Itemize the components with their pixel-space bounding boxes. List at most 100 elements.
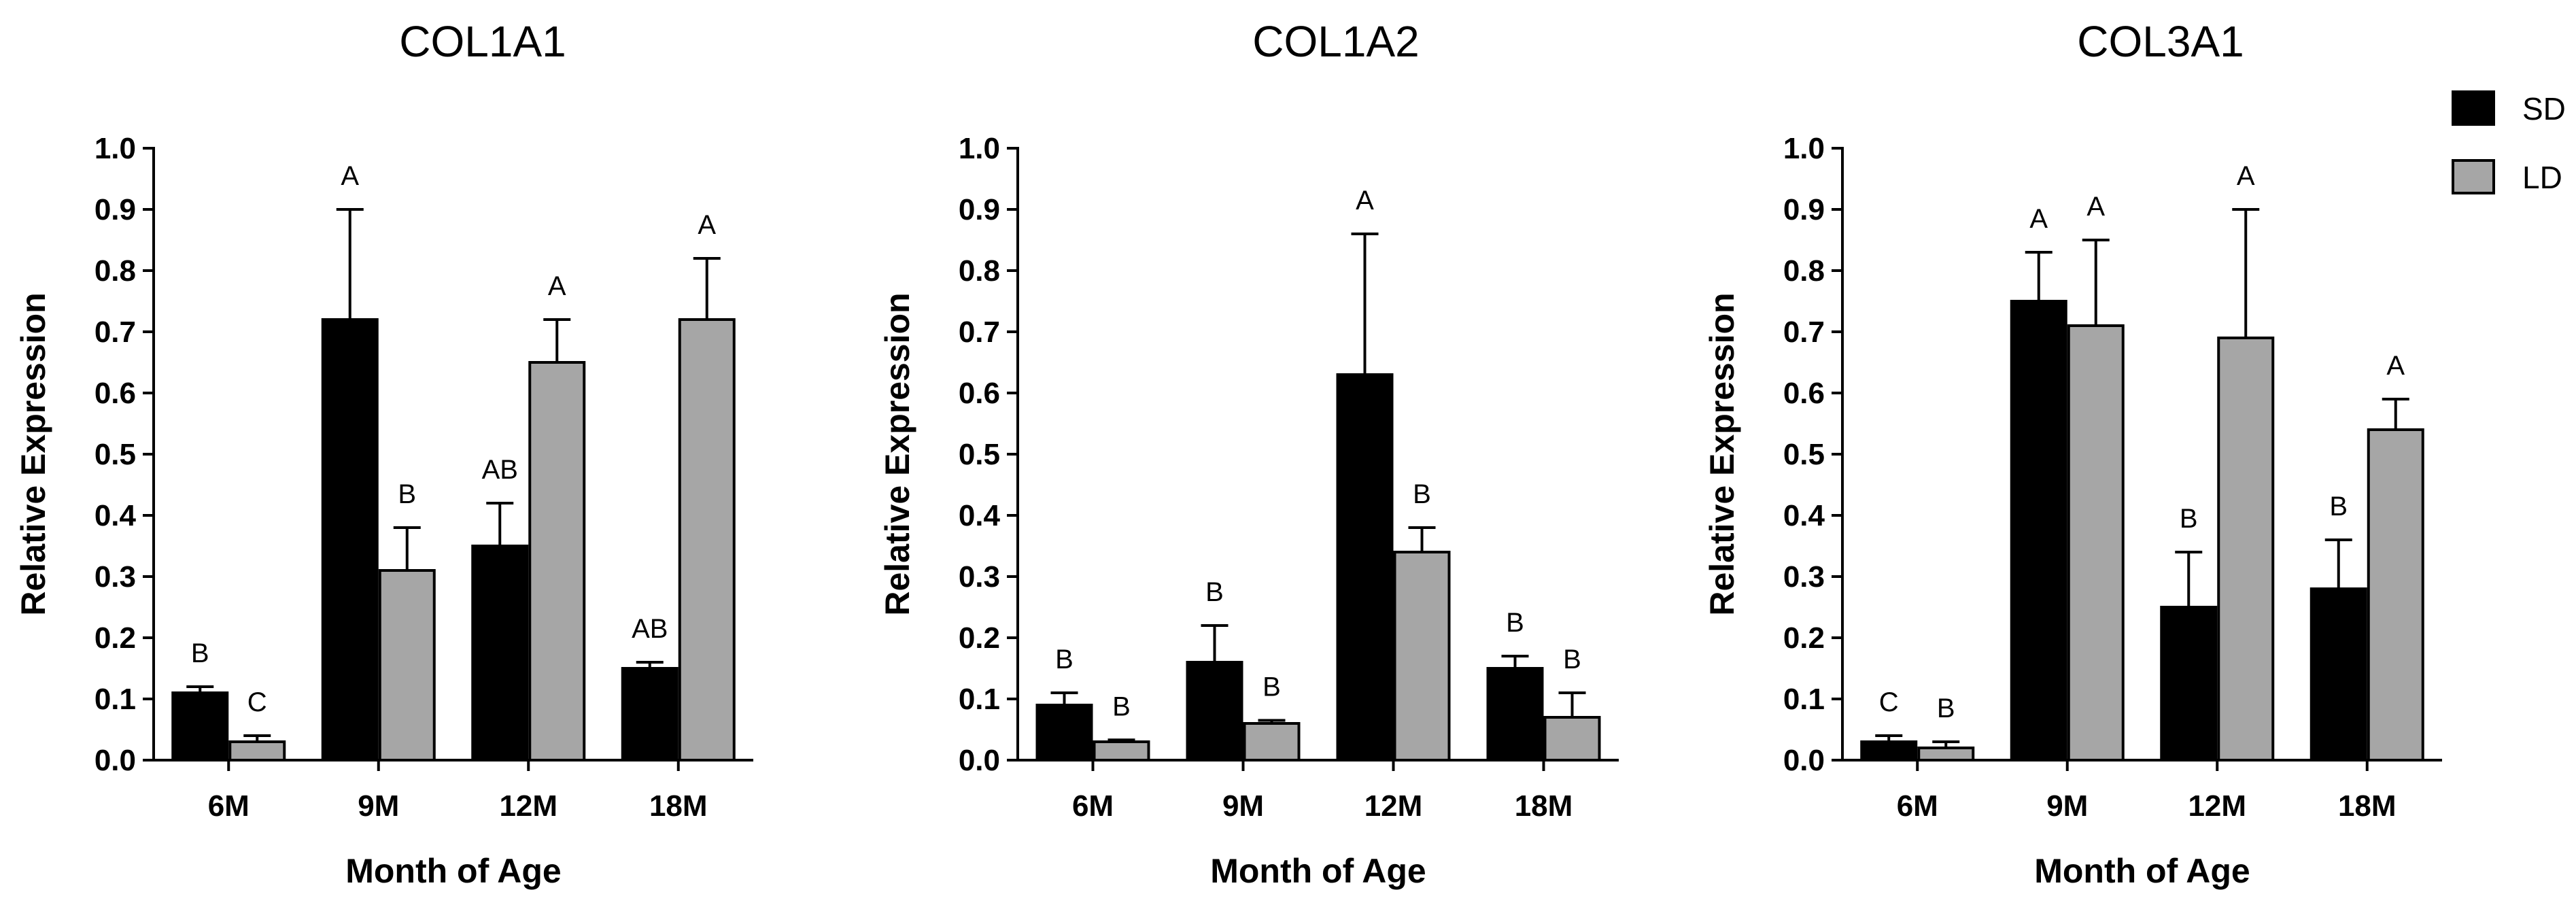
legend-swatch-sd: [2452, 90, 2495, 126]
bar-ld: [228, 740, 286, 761]
x-axis-title: Month of Age: [1210, 852, 1426, 890]
x-tick-label: 6M: [1072, 789, 1114, 823]
y-tick-label: 0.4: [1783, 499, 1825, 532]
y-axis-title: Relative Expression: [878, 292, 916, 615]
significance-label: B: [1563, 645, 1581, 674]
y-tick-label: 0.9: [1783, 193, 1825, 226]
significance-label: B: [2329, 492, 2348, 521]
legend-label-ld: LD: [2522, 160, 2562, 195]
chart-title: COL1A2: [1252, 17, 1419, 66]
y-tick-label: 0.1: [1783, 683, 1825, 716]
significance-label: AB: [632, 614, 668, 644]
significance-label: C: [1879, 687, 1899, 717]
bar-ld: [1917, 747, 1975, 761]
bar-sd: [1860, 740, 1918, 761]
y-axis-title: Relative Expression: [1703, 292, 1741, 615]
x-tick-label: 12M: [1364, 789, 1423, 823]
y-tick-label: 0.0: [959, 744, 1000, 777]
significance-label: B: [1506, 608, 1524, 638]
significance-label: B: [398, 479, 416, 509]
significance-label: B: [1055, 645, 1074, 674]
significance-label: A: [548, 271, 566, 301]
y-tick-label: 0.0: [95, 744, 136, 777]
significance-label: AB: [482, 455, 518, 485]
significance-label: A: [2086, 192, 2105, 222]
significance-label: B: [1112, 691, 1131, 721]
y-tick-label: 0.3: [959, 560, 1000, 594]
chart-title: COL3A1: [2077, 17, 2244, 66]
chart-panel: COL1A2 0.0 0.1 0.2 0.3 0.4 0.5 0.6 0.7 0.8 0.9 1.0 R…: [878, 17, 1619, 890]
y-tick-label: 0.6: [95, 377, 136, 410]
x-tick-label: 6M: [208, 789, 250, 823]
y-tick-label: 0.3: [1783, 560, 1825, 594]
bar-sd: [1336, 373, 1394, 761]
bar-ld: [528, 361, 586, 761]
legend-label-sd: SD: [2522, 91, 2566, 126]
bar-ld: [2367, 428, 2424, 761]
y-tick-label: 0.4: [95, 499, 137, 532]
y-tick-label: 0.8: [959, 254, 1000, 288]
y-tick-label: 0.0: [1783, 744, 1825, 777]
bar-ld: [1543, 716, 1601, 761]
y-tick-label: 0.7: [1783, 315, 1825, 349]
y-tick-label: 0.6: [1783, 377, 1825, 410]
x-tick-label: 9M: [2046, 789, 2088, 823]
x-tick-label: 9M: [1222, 789, 1264, 823]
legend-swatch-ld: [2452, 159, 2495, 194]
bar-sd: [321, 318, 379, 761]
significance-label: B: [1937, 694, 1955, 723]
chart-panels: COL1A1 0.0 0.1 0.2 0.3 0.4 0.5 0.6 0.7 0.8 0.9 1.0 R…: [14, 17, 2442, 890]
significance-label: A: [2237, 161, 2255, 191]
y-tick-label: 0.5: [1783, 438, 1825, 471]
y-tick-label: 1.0: [95, 132, 136, 165]
significance-label: A: [341, 161, 359, 191]
significance-label: A: [2029, 204, 2048, 234]
x-tick-label: 18M: [649, 789, 708, 823]
significance-label: B: [1205, 577, 1224, 607]
bar-sd: [1035, 704, 1093, 761]
bar-sd: [621, 667, 679, 761]
bar-ld: [1243, 722, 1301, 761]
bar-sd: [2309, 587, 2367, 761]
chart-panel: COL3A1 0.0 0.1 0.2 0.3 0.4 0.5 0.6 0.7 0.8 0.9 1.0 R…: [1703, 17, 2442, 890]
y-tick-label: 0.5: [959, 438, 1000, 471]
bar-ld: [1093, 740, 1150, 761]
bar-sd: [171, 691, 229, 761]
bar-sd: [1486, 667, 1544, 761]
x-tick-label: 6M: [1897, 789, 1938, 823]
y-tick-label: 0.9: [959, 193, 1000, 226]
significance-label: B: [1413, 479, 1431, 509]
y-tick-label: 0.7: [959, 315, 1000, 349]
bar-ld: [1393, 551, 1451, 761]
x-tick-label: 12M: [499, 789, 557, 823]
x-tick-label: 18M: [2338, 789, 2397, 823]
bar-ld: [2217, 337, 2275, 761]
y-tick-label: 1.0: [959, 132, 1000, 165]
bar-ld: [678, 318, 736, 761]
y-tick-label: 0.9: [95, 193, 136, 226]
significance-label: A: [1356, 186, 1374, 216]
y-tick-label: 0.3: [95, 560, 136, 594]
y-tick-label: 0.7: [95, 315, 136, 349]
y-tick-label: 1.0: [1783, 132, 1825, 165]
y-tick-label: 0.1: [95, 683, 136, 716]
y-axis-title: Relative Expression: [14, 292, 52, 615]
y-tick-label: 0.5: [95, 438, 136, 471]
bar-sd: [1186, 661, 1243, 761]
y-tick-label: 0.2: [959, 621, 1000, 655]
x-tick-label: 12M: [2188, 789, 2246, 823]
y-tick-label: 0.4: [959, 499, 1001, 532]
y-tick-label: 0.1: [959, 683, 1000, 716]
y-tick-label: 0.2: [95, 621, 136, 655]
bar-sd: [2010, 300, 2067, 761]
significance-label: B: [1263, 672, 1281, 702]
bar-sd: [471, 545, 529, 761]
bar-ld: [378, 569, 436, 761]
x-axis-title: Month of Age: [345, 852, 562, 890]
chart-panel: COL1A1 0.0 0.1 0.2 0.3 0.4 0.5 0.6 0.7 0.8 0.9 1.0 R…: [14, 17, 753, 890]
significance-label: B: [2180, 504, 2198, 534]
y-tick-label: 0.8: [1783, 254, 1825, 288]
x-tick-label: 18M: [1515, 789, 1573, 823]
x-tick-label: 9M: [358, 789, 399, 823]
